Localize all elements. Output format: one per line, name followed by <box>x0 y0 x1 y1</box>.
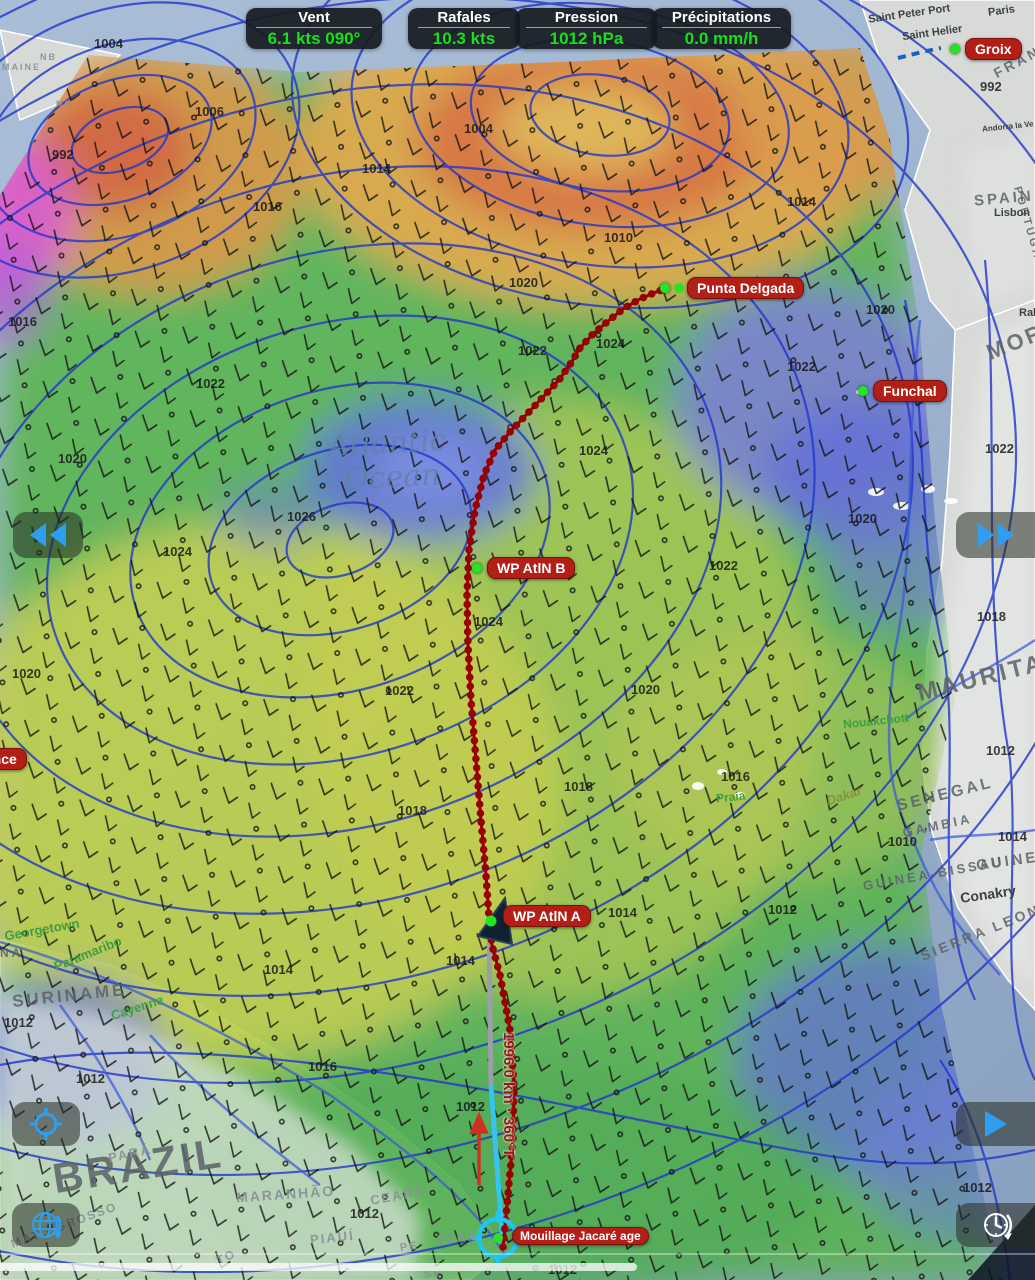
metric-pill[interactable]: Vent 6.1 kts 090° <box>246 8 382 49</box>
timeline-scrubber[interactable] <box>0 1263 1035 1271</box>
waypoint-dot <box>950 44 960 54</box>
crosshair-icon <box>30 1108 62 1140</box>
waypoint-dot <box>472 563 482 573</box>
waypoint-marker[interactable]: Fort-de-France <box>0 748 27 770</box>
metric-pill[interactable]: Pression 1012 hPa <box>516 8 657 49</box>
waypoint-dot <box>858 386 868 396</box>
waypoint-label: Groix <box>965 38 1022 60</box>
current-arrow <box>469 1111 489 1185</box>
metric-label: Précipitations <box>671 9 772 26</box>
metric-pill[interactable]: Précipitations 0.0 mm/h <box>652 8 791 49</box>
bottom-divider <box>0 1253 1035 1255</box>
metric-value: 10.3 kts <box>432 29 496 48</box>
waypoint-marker[interactable]: Mouillage Jacaré age <box>512 1227 649 1245</box>
play-button[interactable] <box>956 1102 1035 1146</box>
waypoint-dot <box>660 283 670 293</box>
clock-refresh-icon <box>983 1213 1012 1240</box>
waypoint-marker[interactable]: Funchal <box>858 380 947 402</box>
timeline-progress <box>0 1263 637 1271</box>
metric-pill[interactable]: Rafales 10.3 kts <box>408 8 520 49</box>
waypoint-label: Punta Delgada <box>687 277 805 299</box>
globe-icon <box>32 1212 62 1239</box>
waypoint-marker[interactable]: Groix <box>950 38 1022 60</box>
time-reset-button[interactable] <box>956 1203 1035 1247</box>
metric-label: Rafales <box>437 9 491 26</box>
waypoint-marker[interactable]: WP AtlN B <box>472 557 576 579</box>
waypoint-marker[interactable]: WP AtlN A <box>503 905 591 927</box>
waypoint-label: Funchal <box>873 380 947 402</box>
locate-button[interactable] <box>12 1102 80 1146</box>
play-icon <box>984 1111 1007 1137</box>
metric-divider <box>256 27 372 28</box>
wind-barbs <box>0 48 1002 1280</box>
metric-value: 1012 hPa <box>549 29 624 48</box>
route-leg-gray <box>486 924 494 1086</box>
rewind-button[interactable] <box>13 512 83 558</box>
metric-divider <box>662 27 781 28</box>
metric-divider <box>418 27 510 28</box>
leg-distance-label: 1996.0 km · 360°T <box>500 1032 517 1158</box>
waypoint-label: Fort-de-France <box>0 748 27 770</box>
waypoint-label: WP AtlN A <box>503 905 591 927</box>
metric-label: Pression <box>554 9 619 26</box>
metric-value: 0.0 mm/h <box>684 29 759 48</box>
waypoint-marker[interactable]: Punta Delgada <box>660 277 805 299</box>
fast-forward-button[interactable] <box>956 512 1035 558</box>
route-track <box>463 284 672 1251</box>
waypoint-label: WP AtlN B <box>487 557 576 579</box>
metric-label: Vent <box>298 9 330 26</box>
metric-value: 6.1 kts 090° <box>267 29 361 48</box>
fast-forward-icon <box>977 523 1014 547</box>
globe-button[interactable] <box>12 1203 80 1247</box>
waypoint-label: Mouillage Jacaré age <box>512 1227 649 1245</box>
metric-divider <box>526 27 647 28</box>
rewind-icon <box>30 523 66 547</box>
